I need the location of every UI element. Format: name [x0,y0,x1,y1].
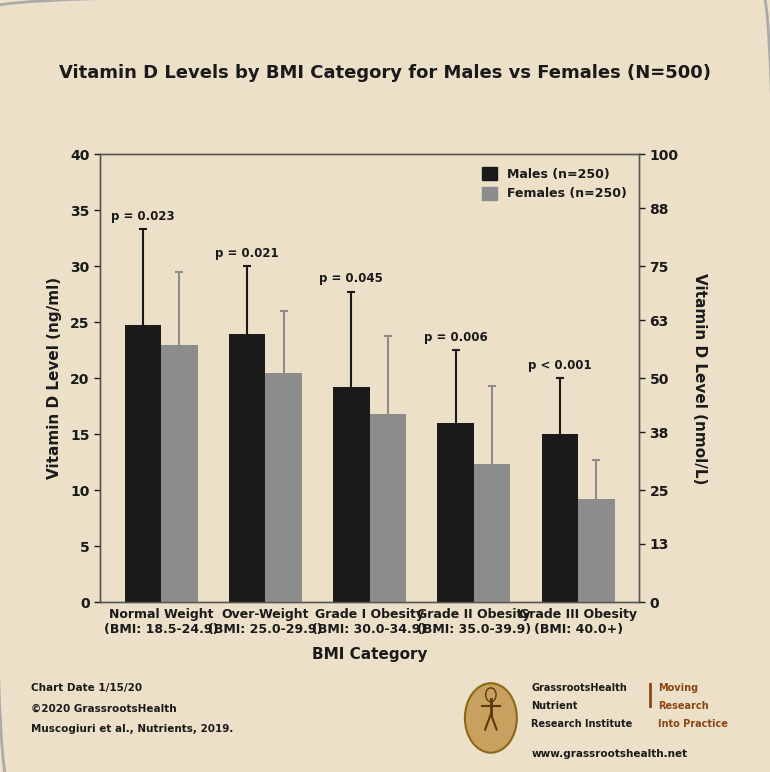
Text: Chart Date 1/15/20: Chart Date 1/15/20 [31,683,142,693]
Text: Vitamin D Levels by BMI Category for Males vs Females (N=500): Vitamin D Levels by BMI Category for Mal… [59,64,711,83]
Bar [541,434,578,602]
Legend: Males (n=250), Females (n=250): Males (n=250), Females (n=250) [476,161,633,207]
Text: Research: Research [658,701,709,711]
Text: p = 0.045: p = 0.045 [320,273,383,286]
Text: |: | [646,683,655,708]
Bar [229,334,266,602]
Text: p = 0.023: p = 0.023 [111,210,175,222]
Circle shape [486,688,496,702]
Bar [266,373,302,602]
Bar [333,388,370,602]
Bar [161,345,198,602]
Text: Muscogiuri et al., Nutrients, 2019.: Muscogiuri et al., Nutrients, 2019. [31,724,233,734]
Text: www.grassrootshealth.net: www.grassrootshealth.net [531,749,688,759]
Bar [578,499,614,602]
Bar [437,423,474,602]
Text: p = 0.021: p = 0.021 [216,246,279,259]
Text: ©2020 GrassrootsHealth: ©2020 GrassrootsHealth [31,704,176,714]
Bar [125,324,161,602]
Text: Nutrient: Nutrient [531,701,578,711]
Y-axis label: Vitamin D Level (ng/ml): Vitamin D Level (ng/ml) [47,277,62,479]
Text: Into Practice: Into Practice [658,719,728,729]
Y-axis label: Vitamin D Level (nmol/L): Vitamin D Level (nmol/L) [692,273,708,484]
Text: p < 0.001: p < 0.001 [528,358,591,371]
Bar [474,465,511,602]
X-axis label: BMI Category: BMI Category [312,647,427,662]
Text: GrassrootsHealth: GrassrootsHealth [531,683,627,693]
Text: Moving: Moving [658,683,698,693]
Text: Research Institute: Research Institute [531,719,632,729]
Circle shape [465,683,517,753]
Bar [370,414,406,602]
Text: p = 0.006: p = 0.006 [424,330,487,344]
